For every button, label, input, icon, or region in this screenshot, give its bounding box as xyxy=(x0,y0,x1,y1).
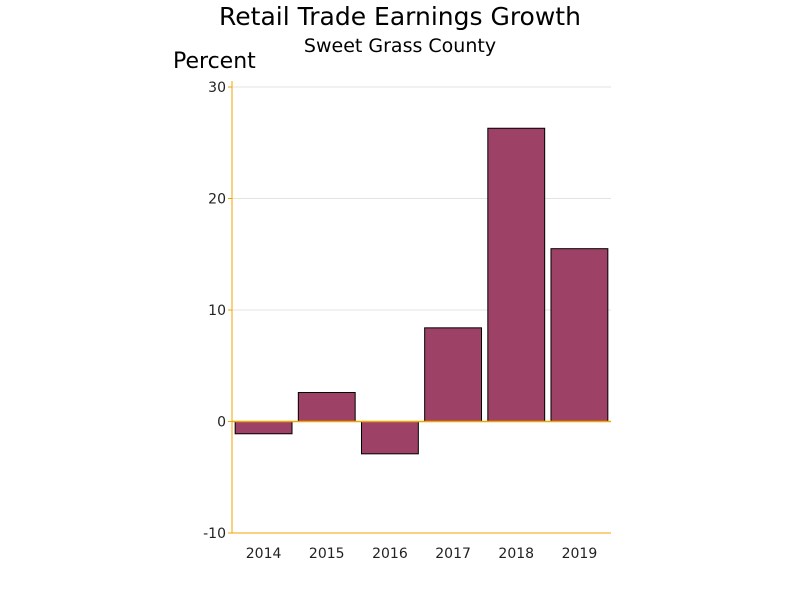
bar-2016 xyxy=(360,421,419,455)
y-tick-label: 20 xyxy=(208,192,226,208)
axes xyxy=(231,81,611,534)
bar-2017 xyxy=(424,327,483,422)
y-tick-labels: -10 0 10 20 30 xyxy=(203,80,232,542)
y-axis-label: Percent xyxy=(173,49,256,74)
bars xyxy=(234,127,609,455)
x-tick-labels: 2014 2015 2016 2017 2018 2019 xyxy=(246,546,597,562)
y-tick-label: 30 xyxy=(208,80,226,96)
gridlines xyxy=(232,86,611,311)
x-tick-label: 2017 xyxy=(435,546,471,562)
chart-title: Retail Trade Earnings Growth xyxy=(219,2,581,31)
bar-2018 xyxy=(487,127,546,422)
x-tick-label: 2014 xyxy=(246,546,282,562)
y-tick-label: 10 xyxy=(208,303,226,319)
x-tick-label: 2016 xyxy=(372,546,408,562)
chart-subtitle: Sweet Grass County xyxy=(304,35,496,57)
bar-2019 xyxy=(550,248,609,422)
y-tick-label: -10 xyxy=(203,526,226,542)
bar-2014 xyxy=(234,421,293,435)
x-tick-label: 2018 xyxy=(498,546,534,562)
y-tick-label: 0 xyxy=(217,415,226,431)
x-tick-label: 2015 xyxy=(309,546,345,562)
x-tick-label: 2019 xyxy=(562,546,598,562)
bar-2015 xyxy=(297,392,356,423)
